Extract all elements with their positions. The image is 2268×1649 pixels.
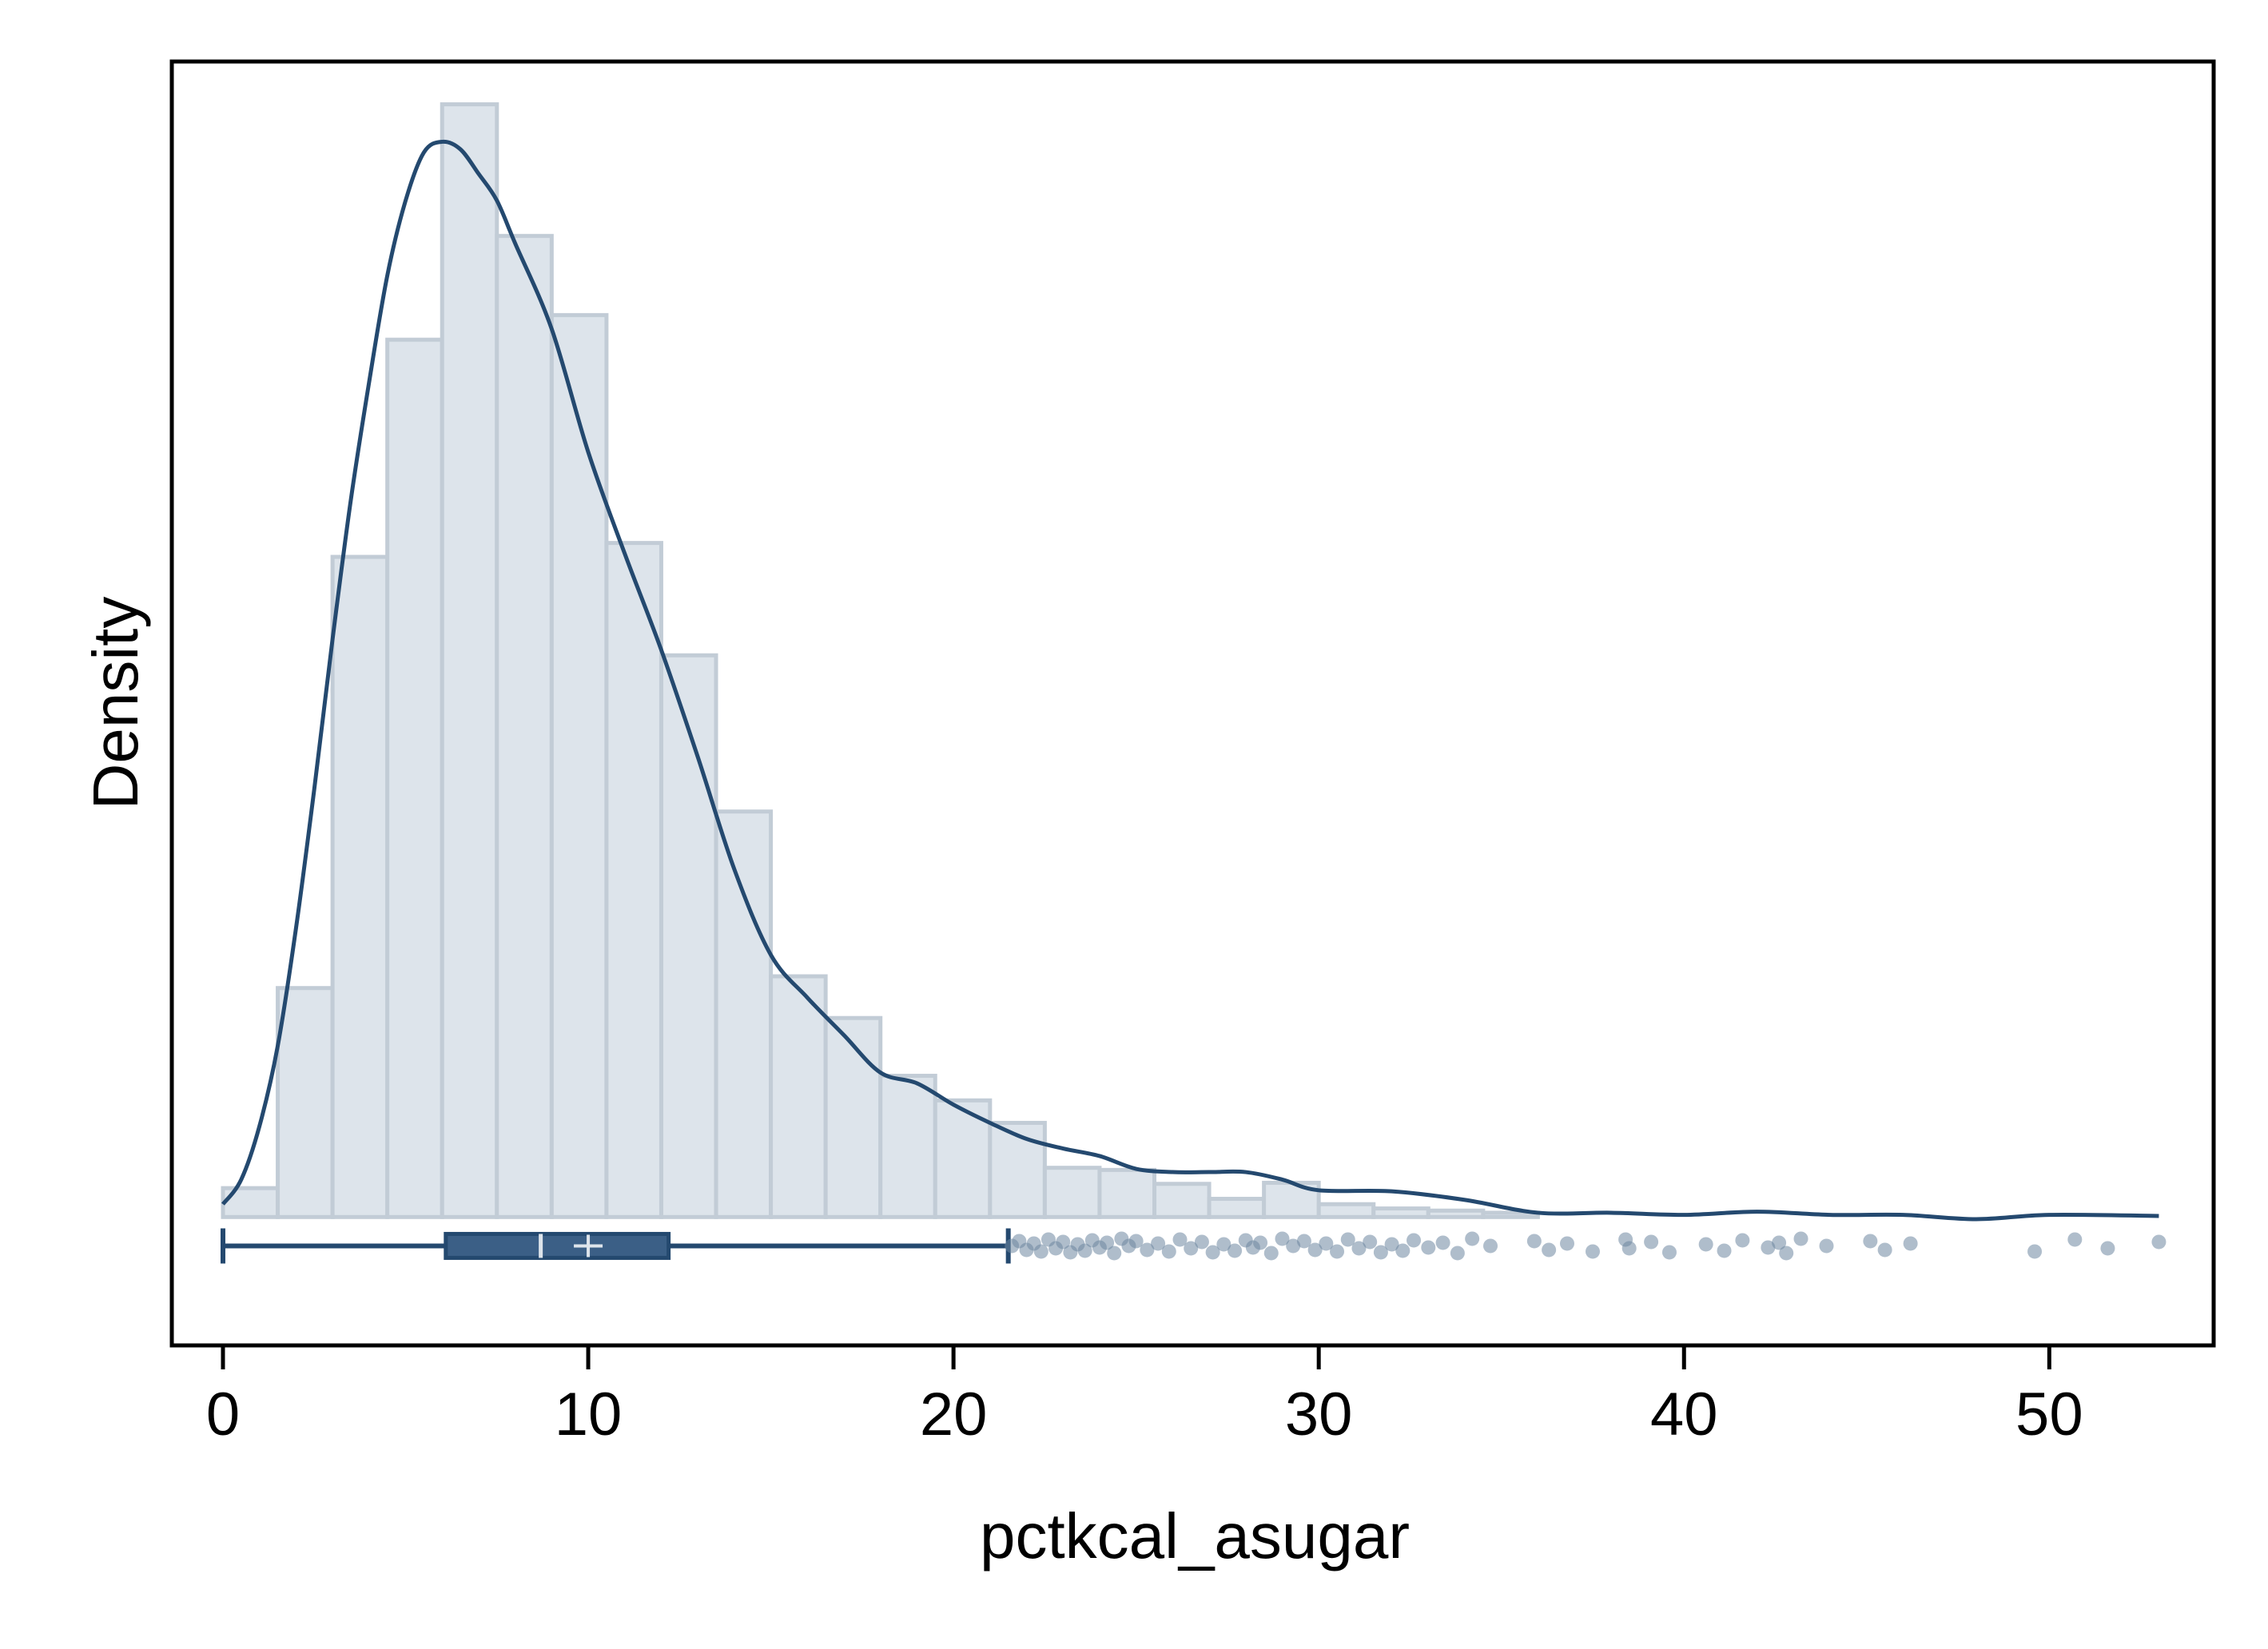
- outlier-point: [1140, 1242, 1155, 1258]
- histogram-bar: [385, 337, 444, 1219]
- outlier-point: [1128, 1234, 1144, 1249]
- histogram-bar: [1426, 1208, 1486, 1219]
- histogram-bar: [1481, 1210, 1540, 1219]
- y-axis-title: Density: [80, 597, 151, 810]
- outlier-point: [1526, 1234, 1542, 1249]
- histogram-bar: [1371, 1206, 1430, 1219]
- outlier-point: [1151, 1236, 1166, 1251]
- histogram-bar: [549, 312, 609, 1219]
- outlier-point: [1435, 1235, 1450, 1250]
- outlier-point: [1373, 1245, 1388, 1260]
- outlier-point: [1263, 1246, 1279, 1261]
- outlier-point: [1621, 1241, 1637, 1256]
- outlier-point: [1903, 1236, 1918, 1251]
- density-curve: [221, 139, 2159, 1222]
- outlier-point: [1483, 1238, 1498, 1254]
- outlier-point: [1761, 1240, 1776, 1255]
- outlier-point: [1384, 1237, 1399, 1252]
- outlier-point: [1056, 1234, 1071, 1250]
- outlier-point: [1421, 1240, 1436, 1255]
- outlier-point: [1698, 1237, 1713, 1252]
- histogram-bar: [878, 1074, 937, 1219]
- outlier-point: [1779, 1246, 1794, 1261]
- x-tick-label: 30: [1285, 1381, 1353, 1448]
- outlier-point: [2067, 1232, 2083, 1247]
- histogram-bar: [1207, 1197, 1267, 1219]
- outlier-point: [1717, 1243, 1732, 1258]
- outlier-point: [1363, 1234, 1378, 1250]
- outlier-point: [1330, 1244, 1345, 1259]
- outlier-point: [1100, 1235, 1115, 1250]
- outlier-point: [1735, 1233, 1750, 1248]
- outlier-point: [1307, 1242, 1323, 1258]
- outlier-point: [1542, 1242, 1557, 1258]
- outlier-point: [1161, 1244, 1176, 1259]
- x-tick-label: 40: [1650, 1381, 1718, 1448]
- outlier-point: [1205, 1245, 1220, 1260]
- outlier-point: [1253, 1235, 1268, 1250]
- histogram-bar: [330, 554, 390, 1219]
- outlier-point: [2100, 1241, 2115, 1256]
- outlier-point: [1319, 1236, 1334, 1251]
- outlier-point: [1450, 1246, 1465, 1261]
- outlier-points: [1005, 1231, 2167, 1261]
- outlier-point: [2151, 1234, 2167, 1250]
- histogram-bars: [221, 102, 1540, 1219]
- outlier-point: [1340, 1232, 1355, 1247]
- outlier-point: [1033, 1244, 1048, 1259]
- histogram-bar: [495, 233, 554, 1219]
- outlier-point: [1275, 1231, 1290, 1246]
- outlier-point: [1172, 1232, 1188, 1247]
- outlier-point: [1395, 1243, 1411, 1258]
- outlier-point: [2027, 1244, 2043, 1259]
- outlier-point: [1351, 1241, 1367, 1256]
- outlier-point: [1184, 1241, 1199, 1256]
- boxplot-box: [444, 1231, 671, 1260]
- histogram-bar: [769, 974, 828, 1219]
- histogram-bar: [1152, 1182, 1212, 1219]
- histogram-bar: [440, 102, 499, 1219]
- outlier-point: [1863, 1234, 1878, 1249]
- x-axis-ticks: 0 10 20 30 40 50: [206, 1345, 2083, 1448]
- histogram-bar: [1097, 1167, 1157, 1219]
- outlier-point: [1465, 1231, 1480, 1246]
- histogram-bar: [714, 809, 774, 1219]
- outlier-point: [1286, 1238, 1301, 1254]
- outlier-point: [1819, 1238, 1834, 1254]
- outlier-point: [1772, 1235, 1787, 1250]
- outlier-point: [1216, 1237, 1231, 1252]
- histogram-bar: [1042, 1166, 1102, 1219]
- x-tick-label: 10: [555, 1381, 623, 1448]
- outlier-point: [1077, 1243, 1092, 1258]
- outlier-point: [1407, 1233, 1422, 1248]
- outlier-point: [1296, 1234, 1311, 1249]
- outlier-point: [1107, 1246, 1122, 1261]
- outlier-point: [1194, 1234, 1209, 1250]
- x-tick-label: 0: [206, 1381, 240, 1448]
- outlier-point: [1793, 1231, 1808, 1246]
- outlier-point: [1228, 1243, 1243, 1258]
- x-axis-title: pctkcal_asugar: [980, 1500, 1410, 1572]
- histogram-bar: [823, 1015, 883, 1219]
- boxplot: [220, 1228, 1011, 1264]
- histogram-bar: [604, 541, 663, 1219]
- outlier-point: [1644, 1234, 1659, 1250]
- outlier-point: [1559, 1236, 1574, 1251]
- histogram-bar: [659, 653, 718, 1219]
- outlier-point: [1877, 1242, 1892, 1258]
- x-tick-label: 20: [920, 1381, 988, 1448]
- x-tick-label: 50: [2015, 1381, 2083, 1448]
- histogram-bar: [1316, 1202, 1376, 1219]
- histogram-bar: [276, 986, 335, 1219]
- outlier-point: [1585, 1244, 1600, 1259]
- histogram-bar: [988, 1120, 1047, 1219]
- outlier-point: [1661, 1245, 1677, 1260]
